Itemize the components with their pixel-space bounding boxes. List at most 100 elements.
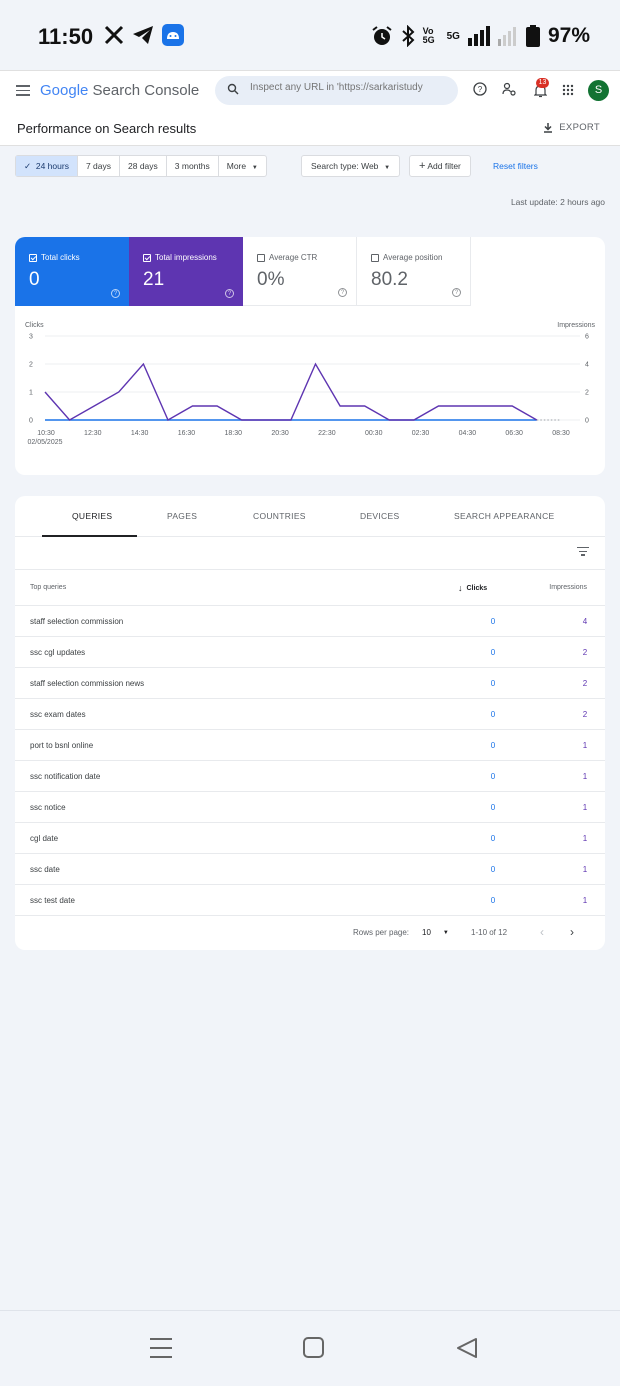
impressions-value: 4 [582, 617, 588, 626]
left-tick-label: 3 [29, 334, 33, 341]
home-button-icon[interactable] [303, 1337, 324, 1358]
metric-value: 80.2 [371, 269, 408, 290]
add-filter-button[interactable]: + Add filter [409, 155, 471, 177]
page-title: Performance on Search results [17, 121, 197, 136]
range-more-dropdown[interactable]: More ▼ [226, 161, 258, 171]
left-tick-label: 2 [29, 362, 33, 369]
range-3-months[interactable]: 3 months [167, 156, 219, 176]
metric-label: Total clicks [41, 253, 80, 262]
filter-rows-icon[interactable] [577, 547, 589, 558]
x-date-label: 02/05/2025 [27, 439, 62, 446]
table-header: Top queries ↓ Clicks Impressions [15, 570, 605, 606]
x-tick-label: 08:30 [552, 430, 570, 437]
table-row[interactable]: ssc cgl updates 0 2 [15, 637, 605, 668]
checkbox-checked-icon[interactable] [143, 253, 151, 262]
tab-search-appearance[interactable]: SEARCH APPEARANCE [454, 511, 555, 521]
date-range-selector: ✓ 24 hours 7 days 28 days 3 months More … [15, 155, 267, 177]
tab-countries[interactable]: COUNTRIES [253, 511, 306, 521]
search-console-logo[interactable]: Google Search Console [40, 82, 199, 99]
table-row[interactable]: ssc notice 0 1 [15, 792, 605, 823]
export-label: EXPORT [559, 122, 600, 133]
metric-total-impressions[interactable]: Total impressions 21 ? [129, 237, 243, 306]
export-button[interactable]: EXPORT [543, 122, 600, 133]
hamburger-menu-icon[interactable] [16, 85, 30, 96]
range-7-days[interactable]: 7 days [78, 156, 120, 176]
previous-page-chevron-icon[interactable]: ‹ [540, 925, 544, 939]
help-icon[interactable]: ? [111, 289, 120, 298]
table-row[interactable]: ssc notification date 0 1 [15, 761, 605, 792]
search-type-filter[interactable]: Search type: Web ▼ [301, 155, 401, 177]
right-tick-label: 4 [585, 362, 589, 369]
dropdown-caret-icon: ▼ [442, 929, 449, 936]
x-app-icon [104, 25, 124, 45]
tab-queries[interactable]: QUERIES [72, 511, 113, 521]
right-tick-label: 0 [585, 418, 589, 425]
signal-strength-icon [467, 26, 490, 46]
table-row[interactable]: ssc exam dates 0 2 [15, 699, 605, 730]
table-row[interactable]: port to bsnl online 0 1 [15, 730, 605, 761]
impressions-value: 1 [582, 865, 588, 874]
metric-value: 0 [29, 269, 40, 290]
rows-per-page-select[interactable]: 10 ▼ [422, 928, 449, 937]
metric-average-ctr[interactable]: Average CTR 0% ? [243, 237, 357, 306]
url-inspect-input[interactable] [250, 82, 445, 93]
column-header-queries[interactable]: Top queries [30, 584, 67, 591]
series-line-1 [44, 362, 538, 421]
metric-label: Total impressions [155, 253, 217, 262]
clicks-value: 0 [490, 896, 496, 905]
x-tick-label: 20:30 [271, 430, 289, 437]
search-icon [227, 83, 239, 95]
metric-average-position[interactable]: Average position 80.2 ? [357, 237, 471, 306]
clicks-value: 0 [490, 679, 496, 688]
users-settings-icon[interactable] [502, 82, 516, 96]
x-tick-label: 06:30 [505, 430, 523, 437]
checkbox-unchecked-icon[interactable] [371, 253, 379, 262]
bluetooth-icon [401, 25, 415, 47]
help-icon[interactable]: ? [225, 289, 234, 298]
tab-devices[interactable]: DEVICES [360, 511, 400, 521]
column-header-clicks[interactable]: ↓ Clicks [458, 583, 488, 593]
range-24-hours[interactable]: ✓ 24 hours [16, 156, 78, 176]
status-bar: 11:50 Vo 5G 5G 97% [0, 0, 620, 70]
performance-line-chart[interactable]: Clicks Impressions 3 6 2 4 1 2 0 0 10:30 12:30 14:30… [15, 317, 605, 462]
signal-weak-icon [497, 27, 516, 46]
tab-pages[interactable]: PAGES [167, 511, 198, 521]
query-text: port to bsnl online [30, 741, 94, 750]
metric-total-clicks[interactable]: Total clicks 0 ? [15, 237, 129, 306]
impressions-value: 2 [582, 679, 588, 688]
table-row[interactable]: ssc date 0 1 [15, 854, 605, 885]
left-axis-label: Clicks [25, 322, 44, 329]
table-row[interactable]: cgl date 0 1 [15, 823, 605, 854]
reset-filters-link[interactable]: Reset filters [493, 161, 538, 171]
help-icon[interactable]: ? [473, 82, 487, 96]
table-row[interactable]: staff selection commission news 0 2 [15, 668, 605, 699]
next-page-chevron-icon[interactable]: › [570, 925, 574, 939]
page-range: 1-10 of 12 [471, 928, 508, 937]
query-text: ssc test date [30, 896, 75, 905]
queries-table-card: QUERIES PAGES COUNTRIES DEVICES SEARCH A… [15, 496, 605, 950]
system-navigation-bar [0, 1310, 620, 1386]
clicks-value: 0 [490, 772, 496, 781]
table-row[interactable]: staff selection commission 0 4 [15, 606, 605, 637]
x-tick-label: 14:30 [131, 430, 149, 437]
help-icon[interactable]: ? [452, 288, 461, 297]
dropdown-caret-icon: ▼ [248, 165, 258, 171]
table-row[interactable]: ssc test date 0 1 [15, 885, 605, 916]
back-button-icon[interactable] [456, 1337, 478, 1359]
apps-grid-icon[interactable] [562, 84, 574, 96]
query-text: ssc notification date [30, 772, 101, 781]
x-tick-label: 00:30 [365, 430, 383, 437]
column-header-impressions[interactable]: Impressions [549, 584, 587, 591]
impressions-value: 1 [582, 772, 588, 781]
query-text: cgl date [30, 834, 59, 843]
account-avatar[interactable]: S [588, 80, 609, 101]
download-icon [544, 122, 553, 133]
checkbox-unchecked-icon[interactable] [257, 253, 265, 262]
range-28-days[interactable]: 28 days [120, 156, 167, 176]
recent-apps-icon[interactable] [150, 1338, 172, 1365]
url-inspect-search[interactable] [215, 76, 458, 105]
checkbox-checked-icon[interactable] [29, 253, 37, 262]
performance-chart-card: Total clicks 0 ? Total impressions 21 ? … [15, 237, 605, 475]
help-icon[interactable]: ? [338, 288, 347, 297]
notification-badge: 13 [536, 78, 549, 88]
